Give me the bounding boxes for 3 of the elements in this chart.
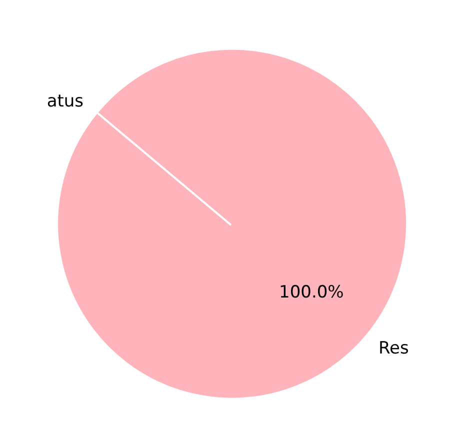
data-label: 100.0% [279,282,344,302]
category-label: atus [46,91,84,112]
slice-label: Res [378,338,409,359]
